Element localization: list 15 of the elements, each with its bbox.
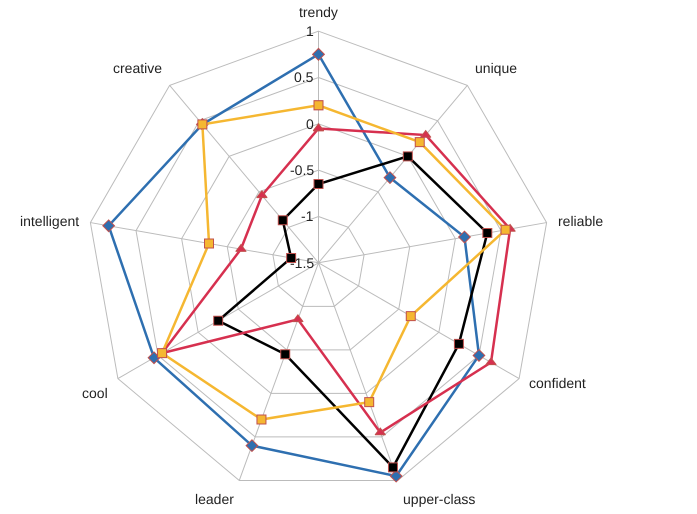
y-tick-label: -0.5: [290, 162, 314, 178]
y-tick-label: 0: [306, 116, 314, 132]
spoke-label: intelligent: [20, 213, 80, 229]
spoke-label: leader: [195, 491, 234, 507]
y-tick-label: -1: [301, 208, 314, 224]
spoke-label: reliable: [558, 213, 604, 229]
spoke-label: upper-class: [403, 491, 476, 507]
y-tick-label: 0.5: [294, 69, 314, 85]
spoke-label: confident: [529, 375, 586, 391]
spoke-label: cool: [82, 385, 108, 401]
spoke-label: unique: [475, 60, 518, 76]
y-tick-label: 1: [306, 23, 314, 39]
spoke-label: creative: [113, 60, 162, 76]
spoke-label: trendy: [299, 4, 338, 20]
y-tick-label: -1.5: [290, 255, 314, 271]
